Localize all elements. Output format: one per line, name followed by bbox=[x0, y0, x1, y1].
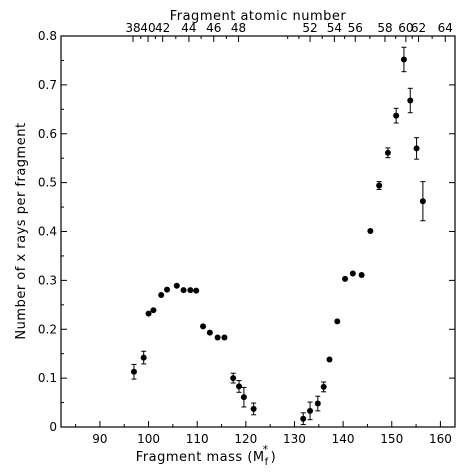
data-point bbox=[173, 282, 180, 289]
x-tick-label: 160 bbox=[429, 432, 452, 446]
x-tick-label: 90 bbox=[92, 432, 107, 446]
data-point bbox=[413, 145, 420, 152]
x-axis-label: Fragment mass (Mf*) bbox=[136, 443, 276, 468]
top-tick-label: 44 bbox=[181, 21, 196, 35]
top-tick-label: 48 bbox=[231, 21, 246, 35]
top-tick-label: 64 bbox=[438, 21, 453, 35]
data-point bbox=[214, 334, 221, 341]
data-point bbox=[206, 329, 213, 336]
axes-group: 90 100 110 120 130 140 150 160 0 0.1 0.2 0.3 0.4 0.5 0… bbox=[38, 21, 455, 446]
top-axis-label: Fragment atomic number bbox=[170, 9, 347, 24]
x-axis-label-main: Fragment mass (M bbox=[136, 450, 265, 465]
data-point bbox=[164, 286, 171, 293]
y-tick-label: 0.6 bbox=[38, 127, 57, 141]
y-tick-label: 0.2 bbox=[38, 322, 57, 336]
data-point bbox=[349, 270, 356, 277]
data-point bbox=[320, 383, 327, 390]
top-tick-label: 52 bbox=[302, 21, 317, 35]
x-tick-label: 120 bbox=[234, 432, 257, 446]
data-point bbox=[300, 415, 307, 422]
data-marks-group bbox=[130, 46, 426, 426]
top-tick-label: 38 bbox=[125, 21, 140, 35]
data-point bbox=[240, 394, 247, 401]
top-tick-label: 58 bbox=[377, 21, 392, 35]
data-point bbox=[236, 383, 243, 390]
data-point bbox=[314, 400, 321, 407]
data-point bbox=[407, 97, 414, 104]
y-axis-label: Number of x rays per fragment bbox=[14, 122, 29, 339]
data-point bbox=[130, 368, 137, 375]
data-point bbox=[376, 182, 383, 189]
top-tick-label: 40 bbox=[140, 21, 155, 35]
data-point bbox=[221, 334, 228, 341]
data-point bbox=[193, 287, 200, 294]
data-point bbox=[250, 405, 257, 412]
data-point bbox=[200, 323, 207, 330]
data-point bbox=[307, 407, 314, 414]
data-point bbox=[158, 292, 165, 299]
top-tick-label: 42 bbox=[155, 21, 170, 35]
x-axis-label-close: ) bbox=[271, 450, 277, 465]
data-point bbox=[334, 318, 341, 325]
data-point bbox=[367, 228, 374, 235]
x-tick-label: 140 bbox=[332, 432, 355, 446]
y-tick-label: 0.3 bbox=[38, 273, 57, 287]
top-tick-label: 56 bbox=[348, 21, 363, 35]
top-tick-label: 62 bbox=[411, 21, 426, 35]
data-point bbox=[358, 271, 365, 278]
x-tick-label: 100 bbox=[137, 432, 160, 446]
x-tick-label: 150 bbox=[380, 432, 403, 446]
y-tick-label: 0.8 bbox=[38, 29, 57, 43]
data-point bbox=[145, 310, 152, 317]
y-tick-label: 0.7 bbox=[38, 78, 57, 92]
x-axis-label-superscript: * bbox=[263, 443, 269, 456]
data-point bbox=[180, 287, 187, 294]
top-tick-label: 60 bbox=[398, 21, 413, 35]
data-point bbox=[400, 56, 407, 63]
data-point bbox=[342, 275, 349, 282]
x-tick-label: 110 bbox=[186, 432, 209, 446]
y-tick-label: 0.4 bbox=[38, 225, 57, 239]
y-tick-label: 0.5 bbox=[38, 176, 57, 190]
data-point bbox=[326, 356, 333, 363]
top-tick-label: 46 bbox=[206, 21, 221, 35]
y-tick-label: 0.1 bbox=[38, 371, 57, 385]
data-point bbox=[384, 149, 391, 156]
top-tick-label: 54 bbox=[327, 21, 342, 35]
plot-frame bbox=[60, 35, 456, 428]
data-point bbox=[187, 287, 194, 294]
data-point bbox=[393, 112, 400, 119]
data-point bbox=[150, 307, 157, 314]
data-point bbox=[419, 198, 426, 205]
data-point bbox=[230, 375, 237, 382]
x-tick-label: 130 bbox=[283, 432, 306, 446]
x-axis-label-symbol: f bbox=[265, 457, 269, 468]
data-point bbox=[140, 354, 147, 361]
y-tick-label: 0 bbox=[49, 420, 57, 434]
